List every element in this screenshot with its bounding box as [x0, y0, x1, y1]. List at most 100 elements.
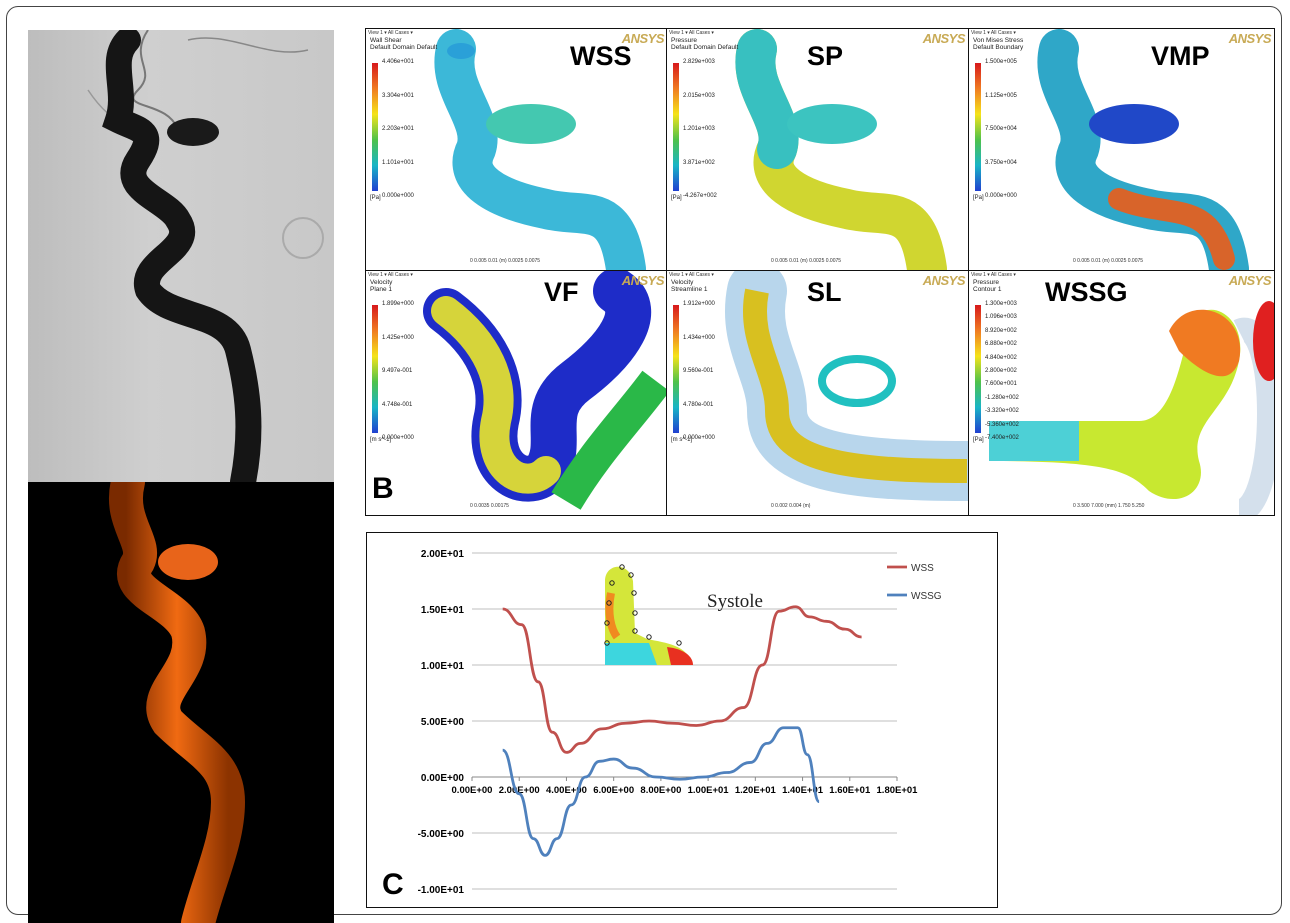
panel-title-sp: SP — [807, 41, 844, 71]
ansys-logo: ANSYS — [621, 273, 665, 288]
color-bar-tick-label: 3.871e+002 — [683, 159, 715, 166]
3d-reconstruction-image — [28, 482, 334, 923]
inset-marker — [632, 610, 638, 616]
cfd-geometry-vmp — [1037, 29, 1249, 270]
color-bar-tick-label: 1.425e+000 — [382, 334, 414, 341]
inset-marker — [628, 572, 634, 578]
legend-title: Pressure Default Domain Default — [671, 37, 738, 51]
color-bar-tick-label: 1.125e+005 — [985, 92, 1017, 99]
color-bar-tick-label: 3.750e+004 — [985, 159, 1017, 166]
inset-marker — [604, 640, 610, 646]
view-menu[interactable]: View 1 ▾ All Cases ▾ — [669, 30, 714, 36]
inset-marker — [631, 590, 637, 596]
y-tick-label: 0.00E+00 — [421, 773, 465, 784]
color-bar — [975, 305, 981, 433]
view-menu[interactable]: View 1 ▾ All Cases ▾ — [669, 272, 714, 278]
angiogram-vessel-drawing — [87, 30, 324, 482]
color-bar-tick-label: 2.203e+001 — [382, 126, 414, 132]
color-bar-tick-label: 1.500e+005 — [985, 59, 1017, 65]
color-bar-tick-label: 1.899e+000 — [382, 301, 414, 307]
cfd-panel-vf: View 1 ▾ All Cases ▾ Velocity Plane 1 1.899… — [365, 270, 668, 516]
series-line-wssg — [501, 726, 821, 857]
x-tick-label: 1.80E+01 — [877, 785, 919, 796]
legend-location: Default Boundary — [973, 44, 1024, 51]
color-bar-tick-label: -4.267e+002 — [683, 193, 717, 199]
color-bar-ticks: 2.829e+003 2.015e+003 1.201e+003 3.871e+002… — [683, 59, 717, 199]
color-bar — [673, 305, 679, 433]
color-bar-unit: [Pa] — [973, 437, 984, 443]
view-menu[interactable]: View 1 ▾ All Cases ▾ — [368, 272, 413, 278]
view-menu[interactable]: View 1 ▾ All Cases ▾ — [971, 272, 1016, 278]
legend-location: Plane 1 — [370, 286, 393, 293]
panel-letter-c: C — [382, 868, 404, 901]
view-menu[interactable]: View 1 ▾ All Cases ▾ — [971, 30, 1016, 36]
panel-letter-b: B — [372, 472, 394, 505]
color-bar-tick-label: 4.840e+002 — [985, 354, 1017, 361]
color-bar — [975, 63, 981, 191]
color-bar-tick-label: 0.000e+000 — [985, 193, 1017, 199]
figure-frame — [6, 6, 1282, 915]
y-tick-label: 2.00E+01 — [421, 549, 465, 560]
cfd-geometry-sp — [735, 29, 947, 270]
color-bar-tick-label: 8.920e+002 — [985, 327, 1017, 334]
color-bar-unit: [m s^-1] — [370, 437, 392, 443]
scale-bar-labels: 0 0.005 0.01 (m) 0.0025 0.0075 — [1073, 258, 1144, 264]
legend-variable: Von Mises Stress — [973, 37, 1024, 44]
scale-bar-labels: 0 0.005 0.01 (m) 0.0025 0.0075 — [470, 258, 541, 264]
color-bar-tick-label: 4.406e+001 — [382, 59, 414, 65]
color-bar-unit: [m s^-1] — [671, 437, 693, 443]
y-tick-label: 1.00E+01 — [421, 661, 465, 672]
ansys-logo: ANSYS — [922, 31, 966, 46]
color-bar — [673, 63, 679, 191]
inset-marker — [606, 600, 612, 606]
color-bar-unit: [Pa] — [973, 195, 984, 201]
inset-marker — [609, 580, 615, 586]
color-bar-tick-label: 9.560e-001 — [683, 368, 714, 374]
inset-marker — [604, 620, 610, 626]
cfd-panel-vmp: View 1 ▾ All Cases ▾ Von Mises Stress Defa… — [968, 28, 1275, 271]
view-menu[interactable]: View 1 ▾ All Cases ▾ — [368, 30, 413, 36]
legend-location: Streamline 1 — [671, 286, 708, 293]
legend-title: Wall Shear Default Domain Default — [370, 37, 437, 51]
color-bar-tick-label: 1.434e+000 — [683, 334, 715, 341]
legend-variable: Velocity — [370, 279, 393, 286]
legend-location: Default Domain Default — [370, 44, 438, 51]
series-line-wss — [502, 605, 862, 754]
color-bar-tick-label: 0.000e+000 — [382, 435, 414, 441]
color-bar-tick-label: 2.829e+003 — [683, 59, 715, 65]
color-bar-tick-label: 7.600e+001 — [985, 381, 1017, 388]
color-bar-tick-label: 1.201e+003 — [683, 126, 715, 132]
panel-title-vmp: VMP — [1151, 41, 1210, 71]
wss-wssg-chart: -1.00E+01 -5.00E+00 0.00E+00 5.00E+00 1.00E+… — [366, 532, 998, 908]
color-bar-tick-label: 2.800e+002 — [985, 367, 1017, 374]
legend-title: Von Mises Stress Default Boundary — [973, 37, 1023, 51]
color-bar-tick-label: 3.304e+001 — [382, 92, 414, 99]
x-tick-label: 1.60E+01 — [829, 785, 871, 796]
legend-title: Velocity Plane 1 — [370, 279, 392, 293]
cfd-panel-sp: View 1 ▾ All Cases ▾ Pressure Default Doma… — [666, 28, 969, 271]
color-bar-tick-label: -1.280e+002 — [985, 394, 1019, 401]
chart-svg: -1.00E+01 -5.00E+00 0.00E+00 5.00E+00 1.00E+… — [418, 549, 942, 896]
color-bar-ticks: 1.500e+005 1.125e+005 7.500e+004 3.750e+004… — [985, 59, 1017, 199]
legend-variable: Pressure — [973, 279, 1000, 286]
color-bar-tick-label: 6.880e+002 — [985, 341, 1017, 348]
color-bar-tick-label: 2.015e+003 — [683, 92, 715, 99]
panel-title-sl: SL — [807, 277, 842, 307]
panel-title-wssg: WSSG — [1045, 277, 1128, 307]
legend-variable: Pressure — [671, 37, 698, 44]
color-bar-tick-label: 0.000e+000 — [683, 435, 715, 441]
legend-location: Contour 1 — [973, 286, 1002, 293]
y-tick-label: -5.00E+00 — [418, 829, 465, 840]
cfd-geometry-wss — [434, 29, 646, 270]
3d-vessel-drawing — [109, 482, 246, 923]
legend-title: Pressure Contour 1 — [973, 279, 1002, 293]
ansys-logo: ANSYS — [1228, 31, 1272, 46]
inset-marker — [646, 634, 652, 640]
scale-bar-labels: 0 3.500 7.000 (mm) 1.750 5.250 — [1073, 503, 1145, 509]
color-bar-tick-label: 1.096e+003 — [985, 314, 1017, 321]
angiogram-image — [28, 30, 334, 482]
y-tick-label: 1.50E+01 — [421, 605, 465, 616]
color-bar-unit: [Pa] — [370, 195, 381, 201]
color-bar-unit: [Pa] — [671, 195, 682, 201]
panel-letter-a: A — [40, 884, 62, 917]
